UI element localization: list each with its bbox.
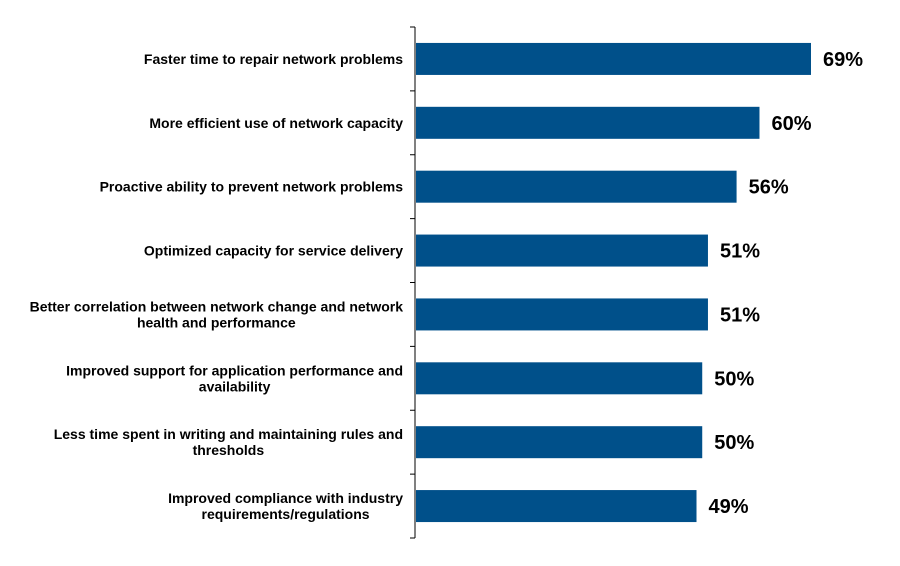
data-label: 50% (714, 368, 754, 390)
y-axis-ticks (410, 26, 415, 539)
bar (416, 234, 708, 267)
category-label: Improved compliance with industry require… (168, 490, 403, 522)
category-label-line: requirements/regulations (202, 506, 370, 522)
category-label: Improved support for application perform… (66, 362, 403, 394)
category-label-line: Improved support for application perform… (66, 362, 403, 378)
category-label-line: Proactive ability to prevent network pro… (100, 179, 404, 195)
category-label-line: thresholds (193, 442, 265, 458)
category-label: More efficient use of network capacity (149, 115, 403, 131)
data-label: 56% (749, 177, 789, 199)
bar (416, 170, 737, 203)
category-label-line: Better correlation between network chang… (30, 298, 404, 314)
bar (416, 490, 697, 523)
category-label-line: Faster time to repair network problems (144, 51, 403, 67)
category-label-line: Improved compliance with industry (168, 490, 403, 506)
category-label-line: availability (199, 378, 271, 394)
category-label-line: More efficient use of network capacity (149, 115, 403, 131)
category-label-line: Optimized capacity for service delivery (144, 243, 403, 259)
data-label: 49% (709, 496, 749, 518)
category-label: Proactive ability to prevent network pro… (100, 179, 404, 195)
data-label: 60% (771, 113, 811, 135)
category-label: Less time spent in writing and maintaini… (54, 426, 403, 458)
category-label: Faster time to repair network problems (144, 51, 403, 67)
category-label-line: health and performance (137, 314, 296, 330)
bar (416, 106, 760, 139)
data-label: 51% (720, 241, 760, 263)
category-label: Optimized capacity for service delivery (144, 243, 403, 259)
category-label: Better correlation between network chang… (30, 298, 404, 330)
bar (416, 362, 703, 395)
bar (416, 426, 703, 459)
bar (416, 298, 708, 331)
bars (416, 42, 811, 523)
data-label: 50% (714, 432, 754, 454)
category-labels: Faster time to repair network problems Mo… (30, 51, 404, 522)
bar (416, 42, 811, 75)
data-labels: 69% 60% 56% 51% 51% 50% 50% 49% (709, 49, 864, 518)
data-label: 69% (823, 49, 863, 71)
data-label: 51% (720, 304, 760, 326)
category-label-line: Less time spent in writing and maintaini… (54, 426, 403, 442)
